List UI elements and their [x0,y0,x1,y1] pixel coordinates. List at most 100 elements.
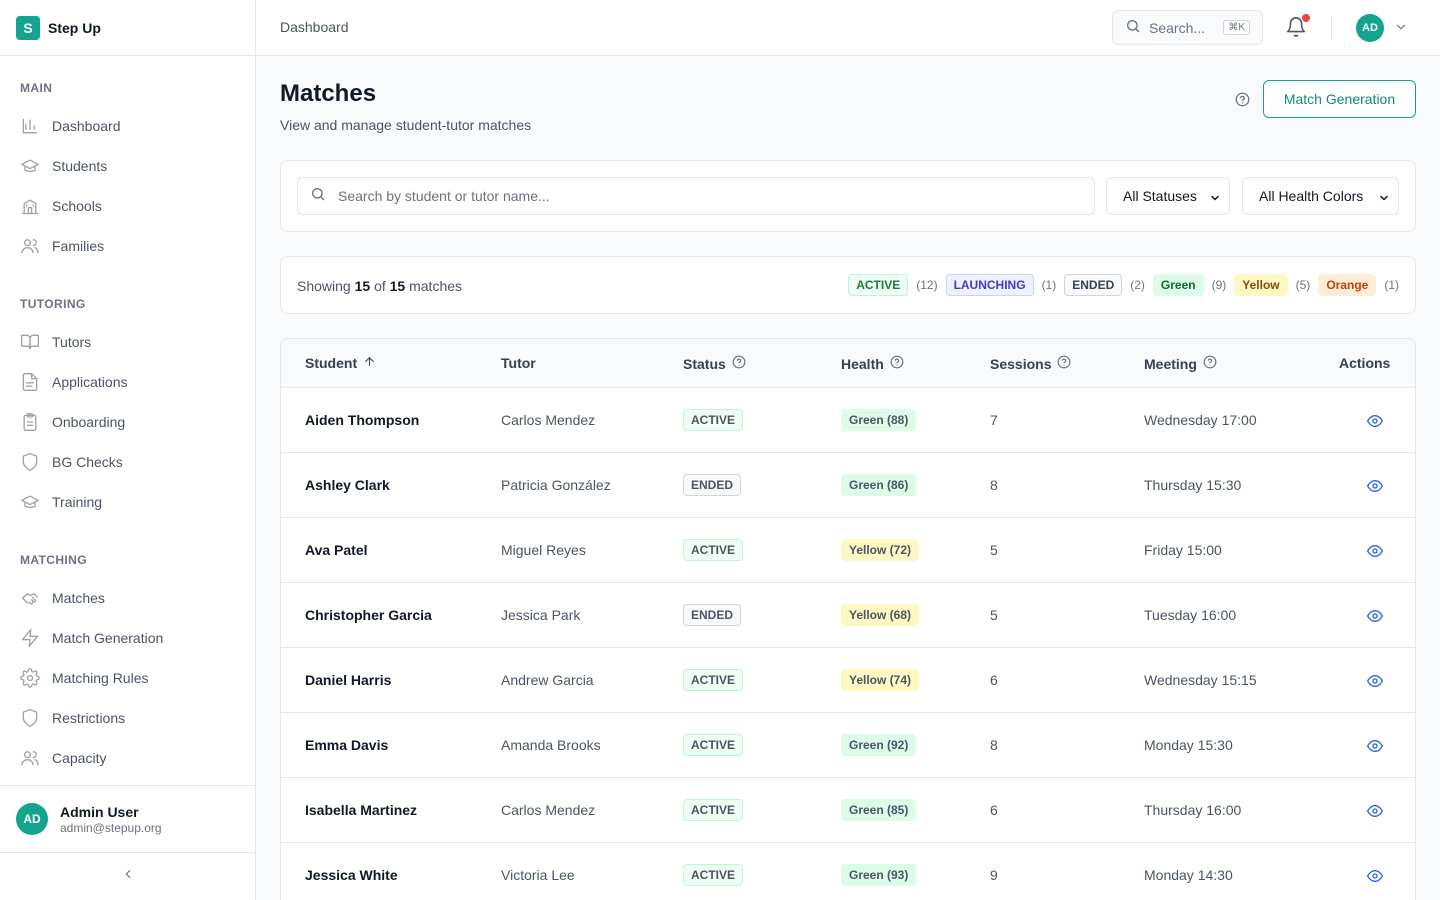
search-icon [310,186,326,207]
student-name[interactable]: Isabella Martinez [305,802,418,818]
legend-chip-launching[interactable]: LAUNCHING [945,274,1034,296]
col-student[interactable]: Student [305,355,376,371]
tutor-name: Carlos Mendez [501,802,596,818]
status-select-value: All Statuses [1123,188,1197,204]
eye-icon[interactable] [1367,543,1383,564]
results-count: Showing 15 of 15 matches [297,278,462,294]
sidebar-item-match-generation[interactable]: Match Generation [0,618,255,658]
help-circle-icon[interactable] [884,355,904,372]
health-badge: Green (93) [841,864,917,886]
sidebar-item-matches[interactable]: Matches [0,578,255,618]
page-title: Matches [280,80,377,107]
search-shortcut: ⌘K [1223,20,1250,35]
table-row[interactable]: Jessica White Victoria Lee ACTIVE Green … [281,843,1415,900]
nav-section-main: MAIN [20,81,53,95]
eye-icon[interactable] [1367,803,1383,824]
eye-icon[interactable] [1367,413,1383,434]
sessions-count: 8 [990,737,998,753]
tutor-name: Victoria Lee [501,867,575,883]
notifications-button[interactable] [1285,14,1310,40]
meeting-time: Wednesday 17:00 [1144,412,1257,428]
legend-chip-green[interactable]: Green [1152,274,1204,296]
tutor-name: Amanda Brooks [501,737,601,753]
arrow-up-icon [357,355,376,371]
table-row[interactable]: Ashley Clark Patricia González ENDED Gre… [281,453,1415,518]
book-open-icon [20,332,40,352]
table-row[interactable]: Christopher Garcia Jessica Park ENDED Ye… [281,583,1415,648]
table-row[interactable]: Isabella Martinez Carlos Mendez ACTIVE G… [281,778,1415,843]
sidebar-item-label: Schools [52,198,102,214]
collapse-sidebar-button[interactable] [0,852,255,900]
sessions-count: 6 [990,672,998,688]
match-generation-button[interactable]: Match Generation [1263,80,1416,118]
eye-icon[interactable] [1367,608,1383,629]
student-name[interactable]: Christopher Garcia [305,607,432,623]
sidebar-item-schools[interactable]: Schools [0,186,255,226]
sidebar-item-restrictions[interactable]: Restrictions [0,698,255,738]
student-name[interactable]: Ashley Clark [305,477,390,493]
summary-prefix: Showing [297,278,351,294]
help-circle-icon[interactable] [1197,355,1217,372]
student-name[interactable]: Ava Patel [305,542,368,558]
search-field[interactable] [297,177,1095,215]
legend-chip-active[interactable]: ACTIVE [848,274,909,296]
sidebar-item-students[interactable]: Students [0,146,255,186]
health-badge: Green (92) [841,734,917,756]
search-input[interactable] [338,188,1038,204]
global-search-button[interactable]: Search... ⌘K [1112,10,1263,45]
table-row[interactable]: Daniel Harris Andrew Garcia ACTIVE Yello… [281,648,1415,713]
col-meeting[interactable]: Meeting [1144,355,1217,372]
sidebar-item-matching-rules[interactable]: Matching Rules [0,658,255,698]
col-sessions[interactable]: Sessions [990,355,1071,372]
eye-icon[interactable] [1367,478,1383,499]
sidebar-item-training[interactable]: Training [0,482,255,522]
sidebar-item-tutors[interactable]: Tutors [0,322,255,362]
sidebar-item-dashboard[interactable]: Dashboard [0,106,255,146]
page-subtitle: View and manage student-tutor matches [280,117,532,133]
health-select[interactable]: All Health Colors [1242,177,1399,215]
chevron-down-icon[interactable] [1394,20,1408,39]
breadcrumb[interactable]: Dashboard [280,19,349,35]
col-tutor[interactable]: Tutor [501,355,536,371]
legend-chip-ended[interactable]: ENDED [1064,274,1123,296]
student-name[interactable]: Jessica White [305,867,398,883]
col-student-label: Student [305,355,358,371]
sidebar-user[interactable]: AD Admin User admin@stepup.org [0,785,255,852]
sidebar-item-families[interactable]: Families [0,226,255,266]
col-health[interactable]: Health [841,355,904,372]
sidebar-item-onboarding[interactable]: Onboarding [0,402,255,442]
sidebar-item-applications[interactable]: Applications [0,362,255,402]
student-name[interactable]: Emma Davis [305,737,389,753]
eye-icon[interactable] [1367,868,1383,889]
health-select-value: All Health Colors [1259,188,1364,204]
table-row[interactable]: Ava Patel Miguel Reyes ACTIVE Yellow (72… [281,518,1415,583]
user-menu-avatar[interactable]: AD [1356,14,1384,42]
help-circle-icon[interactable] [1235,92,1250,112]
chevron-down-icon [1378,191,1390,207]
sidebar-item-capacity[interactable]: Capacity [0,738,255,778]
tutor-name: Jessica Park [501,607,581,623]
help-circle-icon[interactable] [1051,355,1071,372]
student-name[interactable]: Aiden Thompson [305,412,420,428]
table-row[interactable]: Emma Davis Amanda Brooks ACTIVE Green (9… [281,713,1415,778]
eye-icon[interactable] [1367,673,1383,694]
shield-icon [20,708,40,728]
help-circle-icon[interactable] [726,355,746,372]
legend-chip-orange[interactable]: Orange [1318,274,1377,296]
tutor-name: Patricia González [501,477,611,493]
col-sessions-label: Sessions [990,355,1052,372]
sidebar-item-label: Applications [52,374,128,390]
sidebar-item-label: Students [52,158,108,174]
brand[interactable]: S Step Up [0,0,255,56]
col-meeting-label: Meeting [1144,355,1197,372]
col-actions: Actions [1339,355,1390,371]
table-row[interactable]: Aiden Thompson Carlos Mendez ACTIVE Gree… [281,388,1415,453]
legend-chip-yellow[interactable]: Yellow [1234,274,1288,296]
col-status[interactable]: Status [683,355,746,372]
sidebar-item-bg-checks[interactable]: BG Checks [0,442,255,482]
sessions-count: 5 [990,607,998,623]
eye-icon[interactable] [1367,738,1383,759]
status-select[interactable]: All Statuses [1106,177,1230,215]
matches-table: Student Tutor Status Health Sessions Mee… [280,338,1416,900]
student-name[interactable]: Daniel Harris [305,672,392,688]
